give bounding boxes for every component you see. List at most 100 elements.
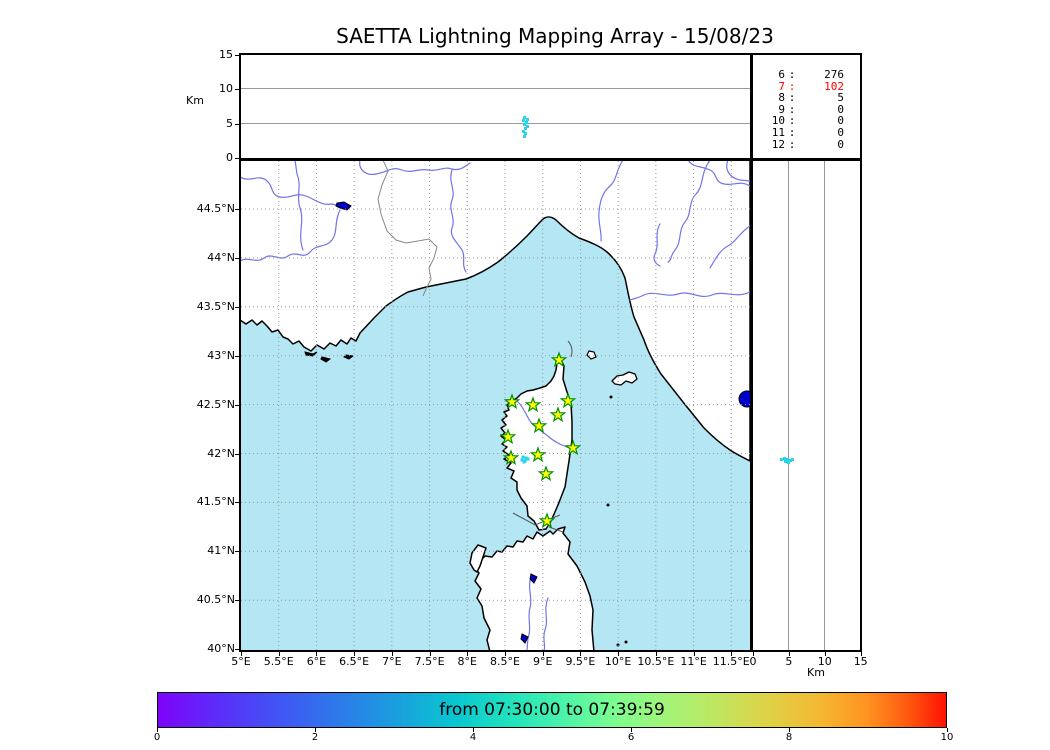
lightning-point xyxy=(787,461,790,464)
sardinia-island xyxy=(472,526,595,650)
axis-tick xyxy=(235,306,239,308)
axis-tick xyxy=(235,551,239,553)
lightning-point xyxy=(786,458,789,461)
altitude-tick-label: 15 xyxy=(219,48,233,61)
axis-tick xyxy=(157,728,158,732)
lightning-point xyxy=(520,458,524,462)
legend-source-count: 0 xyxy=(837,125,844,139)
longitude-tick-label: 8.5°E xyxy=(490,655,520,668)
station-star-marker xyxy=(549,406,567,423)
lightning-point xyxy=(780,458,783,461)
lightning-point xyxy=(522,130,525,133)
lightning-point xyxy=(522,119,525,122)
station-star-marker xyxy=(538,512,556,529)
colorbar-tick-label: 0 xyxy=(153,732,161,743)
axis-tick xyxy=(542,652,544,656)
longitude-tick-label: 10.5°E xyxy=(637,655,675,668)
axis-tick xyxy=(753,652,754,656)
colorbar-time-range-label: from 07:30:00 to 07:39:59 xyxy=(439,700,665,720)
longitude-tick-label: 8°E xyxy=(457,655,477,668)
longitude-tick-label: 7°E xyxy=(382,655,402,668)
axis-tick xyxy=(504,652,506,656)
hyeres-islands xyxy=(304,351,355,363)
colorbar-tick-label: 10 xyxy=(940,732,954,743)
figure-title: SAETTA Lightning Mapping Array - 15/08/2… xyxy=(336,24,774,48)
longitude-tick-label: 10°E xyxy=(604,655,632,668)
latitude-tick-label: 41°N xyxy=(207,544,235,558)
legend-separator: : xyxy=(788,125,796,139)
axis-tick xyxy=(631,728,632,732)
altitude2-tick-label: 10 xyxy=(817,655,832,668)
legend-station-number: 10 xyxy=(771,114,785,128)
legend-separator: : xyxy=(788,114,796,128)
station-star-marker xyxy=(502,449,520,466)
longitude-tick-label: 5°E xyxy=(231,655,251,668)
latitude-tick-label: 41.5°N xyxy=(196,495,235,509)
station-star-marker xyxy=(537,465,555,482)
latitude-tick-label: 44°N xyxy=(207,250,235,264)
colorbar-tick-label: 6 xyxy=(627,732,635,743)
lightning-point xyxy=(526,457,530,461)
station-star-marker xyxy=(503,393,521,410)
legend-station-number: 9 xyxy=(778,102,785,116)
longitude-tick-label: 9.5°E xyxy=(565,655,596,668)
lightning-point xyxy=(784,460,787,463)
axis-tick xyxy=(580,652,582,656)
station-star-marker xyxy=(524,396,542,413)
time-colorbar: from 07:30:00 to 07:39:59 xyxy=(157,692,947,728)
axis-tick xyxy=(316,652,318,656)
latitude-tick-label: 40°N xyxy=(207,642,235,656)
lightning-point xyxy=(521,455,525,459)
geographic-map xyxy=(241,161,750,650)
legend-station-number: 12 xyxy=(771,137,785,151)
legend-source-count: 5 xyxy=(837,91,844,105)
axis-tick xyxy=(473,728,474,732)
station-star-marker xyxy=(564,439,582,456)
maddalena-islet-2 xyxy=(624,640,628,644)
axis-tick xyxy=(391,652,393,656)
axis-tick xyxy=(947,728,948,732)
altitude2-grid-line xyxy=(787,161,789,650)
mainland-coastline xyxy=(241,161,750,462)
legend-station-number: 6 xyxy=(778,68,785,81)
axis-tick xyxy=(235,502,239,504)
legend-row: 6: 276 xyxy=(761,69,844,81)
lightning-point xyxy=(522,460,526,464)
altitude-tick-label: 0 xyxy=(226,150,233,164)
legend-separator: : xyxy=(788,137,796,151)
legend-station-number: 11 xyxy=(771,125,785,139)
station-star-marker xyxy=(559,392,577,409)
legend-station-number: 7 xyxy=(778,79,785,93)
axis-tick xyxy=(235,123,239,125)
legend-row: 11: 0 xyxy=(761,127,844,139)
legend-source-count: 0 xyxy=(837,137,844,151)
latitude-tick-label: 42.5°N xyxy=(196,397,235,411)
altitude-vs-longitude-panel xyxy=(239,53,752,160)
legend-separator: : xyxy=(788,79,796,93)
longitude-tick-label: 9°E xyxy=(532,655,553,668)
colorbar-tick-label: 2 xyxy=(311,732,319,743)
legend-row: 12: 0 xyxy=(761,137,844,151)
latitude-tick-label: 44.5°N xyxy=(196,202,235,215)
lake-bolsena xyxy=(738,390,750,408)
axis-tick xyxy=(788,652,790,656)
station-markers xyxy=(499,351,582,529)
axis-tick xyxy=(235,257,239,259)
legend-source-count: 102 xyxy=(824,79,844,93)
latitude-tick-label: 42°N xyxy=(207,446,235,460)
lightning-point xyxy=(525,121,528,124)
axis-tick xyxy=(789,728,790,732)
longitude-tick-label: 11.5°E xyxy=(712,655,750,668)
altitude2-tick-label: 15 xyxy=(853,655,868,668)
axis-tick xyxy=(824,652,826,656)
longitude-tick-label: 5.5°E xyxy=(263,655,294,668)
legend-separator: : xyxy=(788,102,796,116)
lightning-point xyxy=(789,459,792,462)
colorbar-tick-label: 4 xyxy=(469,732,477,743)
lightning-point xyxy=(524,132,527,135)
axis-tick xyxy=(235,600,239,602)
map-gridlines xyxy=(241,161,750,650)
axis-tick xyxy=(278,652,280,656)
altitude2-tick-label: 0 xyxy=(749,655,757,668)
